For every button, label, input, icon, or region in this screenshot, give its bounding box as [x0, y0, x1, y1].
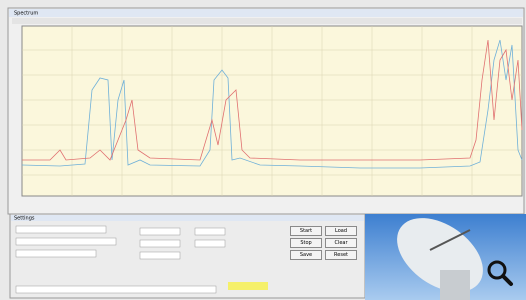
button[interactable]: Reset	[325, 250, 357, 260]
window-title: Spectrum	[14, 11, 38, 17]
button[interactable]: Clear	[325, 238, 357, 248]
highlight	[228, 282, 268, 290]
button[interactable]: Stop	[290, 238, 322, 248]
button[interactable]: Start	[290, 226, 322, 236]
panel-title-bar	[11, 215, 364, 221]
toolbar	[12, 18, 522, 24]
screen: Spectrum Settings	[0, 0, 526, 300]
title-bar	[9, 9, 523, 17]
screenshot: Spectrum Settings Start Stop Save Load Clear…	[0, 0, 526, 300]
button[interactable]: Save	[290, 250, 322, 260]
panel-title: Settings	[14, 216, 35, 222]
button[interactable]: Load	[325, 226, 357, 236]
